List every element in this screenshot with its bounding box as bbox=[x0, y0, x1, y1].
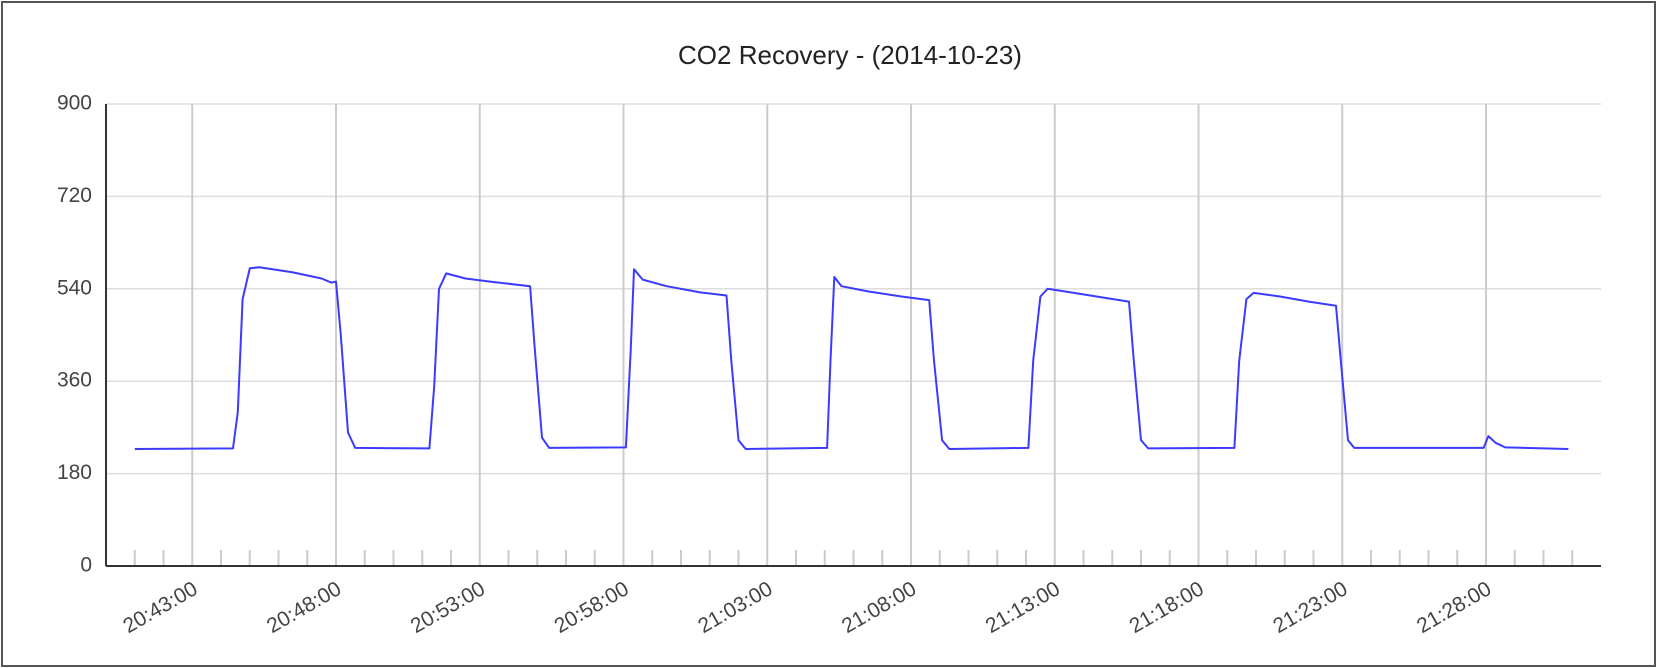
y-tick-label: 0 bbox=[80, 554, 92, 577]
chart-title: CO2 Recovery - (2014-10-23) bbox=[678, 40, 1022, 70]
y-tick-label: 900 bbox=[57, 92, 92, 115]
y-tick-label: 180 bbox=[57, 461, 92, 484]
y-tick-label: 540 bbox=[57, 276, 92, 299]
y-tick-label: 360 bbox=[57, 369, 92, 392]
y-tick-label: 720 bbox=[57, 184, 92, 207]
data-line bbox=[134, 266, 1569, 450]
